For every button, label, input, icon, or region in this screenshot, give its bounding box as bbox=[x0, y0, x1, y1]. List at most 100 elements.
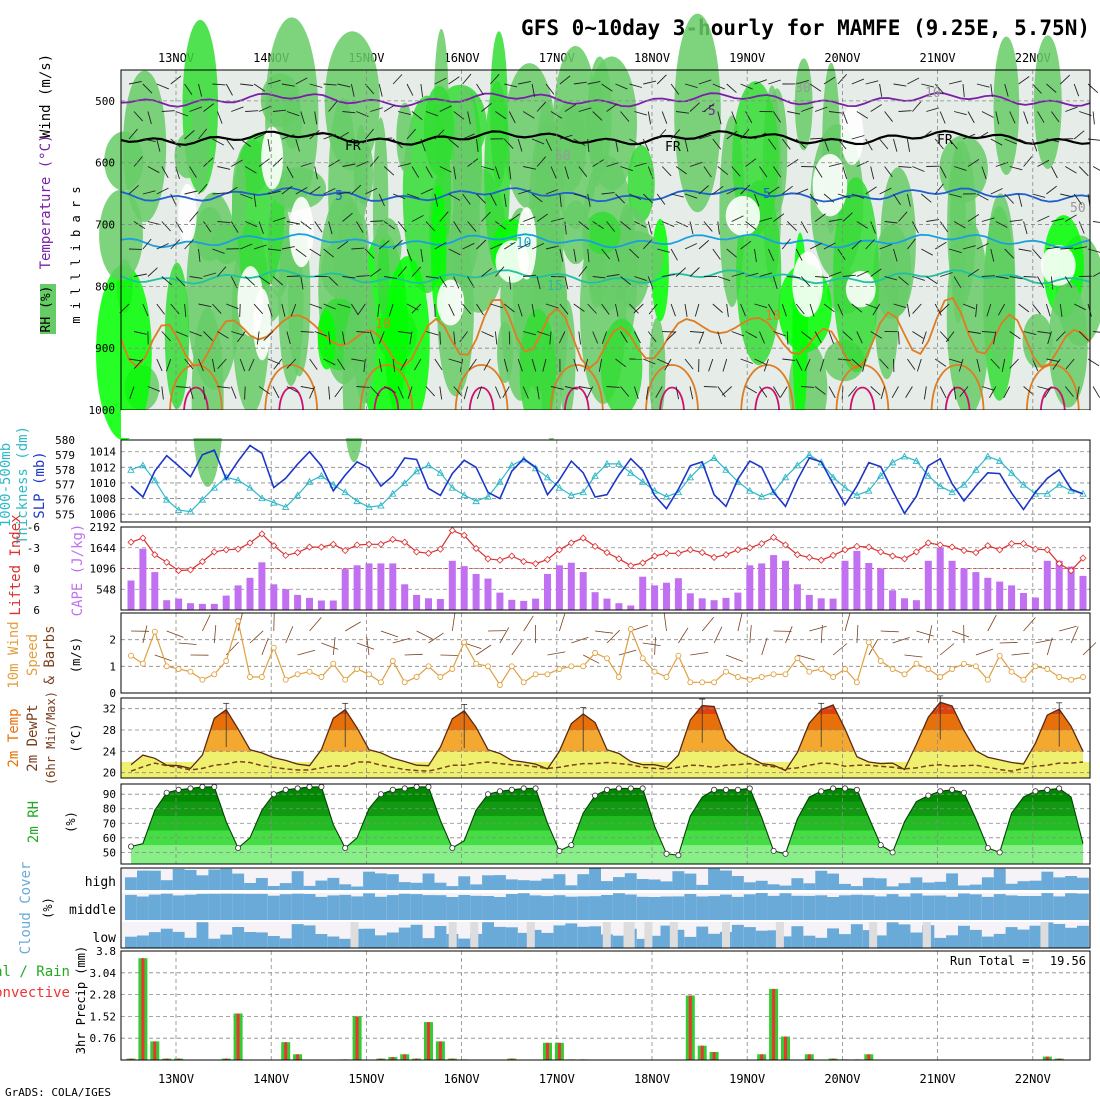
wind-barb bbox=[986, 303, 992, 317]
wind-barb bbox=[587, 80, 601, 85]
wind-barb bbox=[1023, 331, 1037, 336]
precip-conv-bar bbox=[688, 995, 692, 1060]
wind-speed-point bbox=[342, 676, 349, 683]
wind-speed-point bbox=[782, 671, 789, 678]
wind-barb bbox=[573, 193, 587, 198]
wind-barb bbox=[170, 193, 177, 206]
wind-barb bbox=[865, 239, 875, 250]
cloud-bar-high bbox=[279, 883, 292, 890]
wind10m-barb bbox=[713, 626, 723, 644]
wind-barb bbox=[967, 159, 980, 167]
wind10m-barb bbox=[951, 630, 970, 638]
thickness-point bbox=[508, 461, 516, 469]
wind-barb bbox=[837, 138, 847, 150]
wind-barb bbox=[476, 386, 482, 399]
cloud-bar-low bbox=[1017, 929, 1030, 948]
li-point bbox=[413, 548, 421, 556]
cloud-bar-low bbox=[291, 924, 304, 948]
cloud-bar-high bbox=[910, 877, 923, 890]
wind-barb bbox=[503, 193, 507, 207]
cloud-low-gap bbox=[644, 922, 653, 948]
li-point bbox=[1008, 540, 1016, 548]
wind-barb bbox=[1032, 358, 1039, 372]
cloud-bar-high bbox=[220, 868, 233, 890]
isotherm-25-loop bbox=[849, 386, 876, 411]
wind-barb bbox=[912, 303, 922, 314]
cloud-bar-low bbox=[410, 924, 423, 948]
wind-barb bbox=[490, 73, 500, 85]
wind-barb bbox=[976, 242, 989, 250]
wind-barb bbox=[156, 303, 165, 315]
rh-point bbox=[818, 788, 825, 795]
rh-point bbox=[235, 845, 242, 852]
wind-barb bbox=[142, 238, 152, 250]
cloud-bar-high bbox=[934, 881, 947, 890]
wind-speed-point bbox=[604, 655, 610, 662]
wind-barb bbox=[161, 386, 164, 400]
wind-barb bbox=[670, 303, 676, 317]
wind-barb bbox=[615, 193, 626, 204]
wind-barb bbox=[1032, 193, 1046, 198]
rh-blob bbox=[1022, 313, 1053, 368]
cloud-bar-high bbox=[791, 878, 804, 890]
wind-barb bbox=[787, 276, 801, 279]
wind-barb bbox=[662, 331, 676, 333]
wind-barb bbox=[253, 83, 266, 92]
wind-barb bbox=[629, 193, 642, 201]
isotherm-20-loop bbox=[264, 364, 319, 411]
wind-barb bbox=[851, 303, 863, 313]
li-point bbox=[722, 551, 730, 559]
wind-barb bbox=[558, 331, 566, 344]
wind-barb bbox=[409, 331, 413, 345]
wind10m-barb bbox=[809, 625, 827, 632]
wind10m-barb bbox=[701, 616, 715, 632]
rh-point bbox=[532, 785, 539, 792]
wind-barb bbox=[392, 358, 396, 372]
wind-barb bbox=[731, 331, 745, 337]
wind-barb bbox=[420, 138, 426, 152]
thickness-point bbox=[638, 477, 647, 485]
wind10m-barb bbox=[654, 636, 656, 656]
cape-bar bbox=[674, 578, 682, 610]
bottom-day-label: 15NOV bbox=[348, 1072, 384, 1086]
cloud-bar-middle bbox=[232, 893, 245, 920]
wind-barb bbox=[587, 303, 597, 314]
cloud-bar-middle bbox=[351, 896, 364, 920]
wind-barb bbox=[976, 131, 989, 140]
wind-barb bbox=[356, 386, 370, 388]
wind-barb bbox=[216, 111, 223, 124]
wind-barb bbox=[1046, 83, 1057, 93]
wind-barb bbox=[1023, 111, 1029, 124]
cloud-bar-high bbox=[291, 871, 304, 890]
wind-barb bbox=[356, 221, 364, 233]
wind-barb bbox=[198, 183, 208, 195]
thickness-point bbox=[984, 452, 992, 460]
wind-barb bbox=[703, 221, 713, 232]
wind-barb bbox=[828, 111, 842, 114]
wind-barb bbox=[810, 137, 824, 140]
wind10m-barb bbox=[1070, 626, 1079, 644]
wind-speed-point bbox=[1044, 666, 1051, 672]
li-point bbox=[484, 555, 492, 563]
wind-barb bbox=[615, 358, 627, 368]
wind10m-barb bbox=[785, 626, 793, 644]
wind-barb bbox=[837, 358, 851, 361]
wind-barb bbox=[365, 187, 378, 195]
cloud-bar-high bbox=[553, 874, 566, 890]
wind-barb bbox=[411, 111, 423, 120]
thickness-point bbox=[746, 486, 754, 494]
wind-barb bbox=[545, 138, 553, 151]
li-point bbox=[579, 534, 587, 542]
wind-barb bbox=[823, 138, 830, 152]
wind-barb bbox=[856, 111, 869, 119]
cloud-bar-high bbox=[755, 880, 768, 890]
li-point bbox=[532, 560, 540, 568]
cloud-bar-high bbox=[565, 885, 578, 890]
li-point bbox=[591, 542, 599, 550]
wind10m-barb bbox=[583, 654, 600, 664]
wind-barb bbox=[629, 303, 639, 314]
thickness-point bbox=[781, 473, 790, 481]
wind-barb bbox=[364, 128, 375, 140]
wind-barb bbox=[601, 331, 608, 344]
rh-blob bbox=[384, 256, 430, 430]
